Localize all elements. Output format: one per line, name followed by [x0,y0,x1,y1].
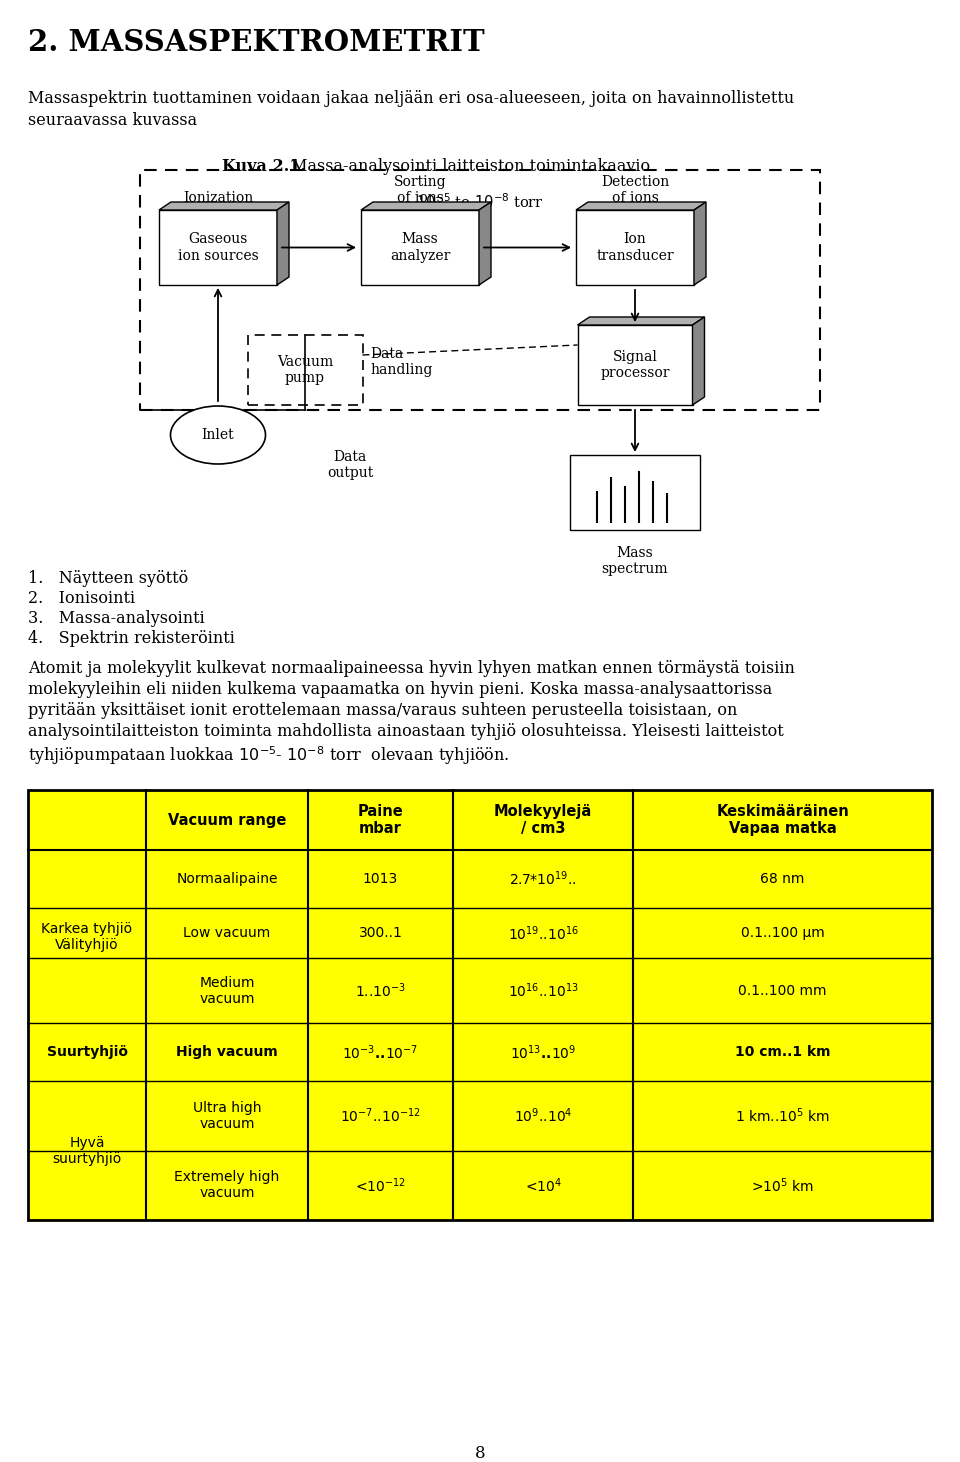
Text: Signal
processor: Signal processor [600,349,670,380]
Text: Ion
transducer: Ion transducer [596,232,674,263]
Text: 3.   Massa-analysointi: 3. Massa-analysointi [28,610,204,627]
Bar [361,211,479,285]
Text: seuraavassa kuvassa: seuraavassa kuvassa [28,113,197,129]
Polygon shape [277,202,289,285]
Text: Karkea tyhjiö
Välityhjiö: Karkea tyhjiö Välityhjiö [41,921,132,952]
Text: $10^{-7}$..$10^{-12}$: $10^{-7}$..$10^{-12}$ [340,1107,420,1126]
Text: Massa-analysointi laitteiston toimintakaavio: Massa-analysointi laitteiston toimintaka… [286,158,650,175]
Text: $10^{9}$..$10^{4}$: $10^{9}$..$10^{4}$ [514,1107,572,1126]
Text: $10^{19}$..$10^{16}$: $10^{19}$..$10^{16}$ [508,924,579,943]
Text: 8: 8 [474,1444,486,1462]
Bar [576,211,694,285]
Text: 2.7*$10^{19}$..: 2.7*$10^{19}$.. [509,870,577,889]
Bar [28,789,932,1219]
Text: Ionization: Ionization [182,192,253,205]
Text: 2.   Ionisointi: 2. Ionisointi [28,591,135,607]
Ellipse shape [171,406,266,463]
Text: Vacuum range: Vacuum range [168,813,286,827]
Text: Massaspektrin tuottaminen voidaan jakaa neljään eri osa-alueeseen, joita on hava: Massaspektrin tuottaminen voidaan jakaa … [28,91,794,107]
Text: tyhjiöpumpataan luokkaa $10^{-5}$- $10^{-8}$ torr  olevaan tyhjiöön.: tyhjiöpumpataan luokkaa $10^{-5}$- $10^{… [28,744,510,766]
Polygon shape [692,317,705,405]
Text: 2. MASSASPEKTROMETRIT: 2. MASSASPEKTROMETRIT [28,28,485,57]
Polygon shape [479,202,491,285]
Text: Medium
vacuum: Medium vacuum [200,975,254,1006]
Text: Hyvä
suurtyhjiö: Hyvä suurtyhjiö [53,1136,122,1165]
Text: $10^{16}$..$10^{13}$: $10^{16}$..$10^{13}$ [508,981,578,1000]
Text: <$10^{4}$: <$10^{4}$ [524,1175,562,1194]
Polygon shape [361,202,491,211]
Bar [578,325,692,405]
Text: Normaalipaine: Normaalipaine [177,871,277,886]
Text: Mass
analyzer: Mass analyzer [390,232,450,263]
Polygon shape [159,202,289,211]
Bar [248,335,363,405]
Text: 300..1: 300..1 [359,927,402,940]
Text: Keskimääräinen
Vapaa matka: Keskimääräinen Vapaa matka [716,804,849,836]
Text: <$10^{-12}$: <$10^{-12}$ [355,1175,406,1194]
Text: Detection
of ions: Detection of ions [601,175,669,205]
Bar [159,211,277,285]
Text: Low vacuum: Low vacuum [183,927,271,940]
Text: >$10^{5}$ km: >$10^{5}$ km [751,1175,814,1194]
Text: Extremely high
vacuum: Extremely high vacuum [175,1170,279,1200]
Text: pyritään yksittäiset ionit erottelemaan massa/varaus suhteen perusteella toisist: pyritään yksittäiset ionit erottelemaan … [28,702,737,719]
Text: 1 km..$10^{5}$ km: 1 km..$10^{5}$ km [735,1107,829,1126]
Text: Molekyylejä
/ cm3: Molekyylejä / cm3 [493,804,592,836]
Text: Inlet: Inlet [202,428,234,442]
Text: High vacuum: High vacuum [176,1045,277,1060]
Text: 1.   Näytteen syöttö: 1. Näytteen syöttö [28,570,188,588]
Text: Ultra high
vacuum: Ultra high vacuum [193,1101,261,1132]
Bar [140,170,820,409]
Text: $10^{-3}$..$10^{-7}$: $10^{-3}$..$10^{-7}$ [343,1042,419,1061]
Text: Mass
spectrum: Mass spectrum [602,545,668,576]
Text: Suurtyhjiö: Suurtyhjiö [46,1045,128,1060]
Text: 4.   Spektrin rekisteröinti: 4. Spektrin rekisteröinti [28,630,235,648]
Text: $10^{13}$..$10^{9}$: $10^{13}$..$10^{9}$ [510,1042,576,1061]
Text: Kuva 2.1.: Kuva 2.1. [222,158,306,175]
Text: 1013: 1013 [363,871,398,886]
Text: 0.1..100 μm: 0.1..100 μm [740,927,825,940]
Text: analysointilaitteiston toiminta mahdollista ainoastaan tyhjiö olosuhteissa. Ylei: analysointilaitteiston toiminta mahdolli… [28,724,783,740]
Text: 10 cm..1 km: 10 cm..1 km [734,1045,830,1060]
Text: Paine
mbar: Paine mbar [358,804,403,836]
Polygon shape [694,202,706,285]
Text: Sorting
of ions: Sorting of ions [394,175,446,205]
Text: Gaseous
ion sources: Gaseous ion sources [178,232,258,263]
Polygon shape [578,317,705,325]
Text: molekyyleihin eli niiden kulkema vapaamatka on hyvin pieni. Koska massa-analysaa: molekyyleihin eli niiden kulkema vapaama… [28,681,772,697]
Text: Data
output: Data output [326,450,373,480]
Text: Data
handling: Data handling [371,346,433,377]
Text: $10^{-5}$ to $10^{-8}$ torr: $10^{-5}$ to $10^{-8}$ torr [416,192,544,211]
Text: Vacuum
pump: Vacuum pump [276,355,333,385]
Polygon shape [576,202,706,211]
Bar [570,455,700,531]
Text: Atomit ja molekyylit kulkevat normaalipaineessa hyvin lyhyen matkan ennen törmäy: Atomit ja molekyylit kulkevat normaalipa… [28,659,795,677]
Text: 68 nm: 68 nm [760,871,804,886]
Text: 1..$10^{-3}$: 1..$10^{-3}$ [355,981,406,1000]
Text: 0.1..100 mm: 0.1..100 mm [738,984,827,999]
